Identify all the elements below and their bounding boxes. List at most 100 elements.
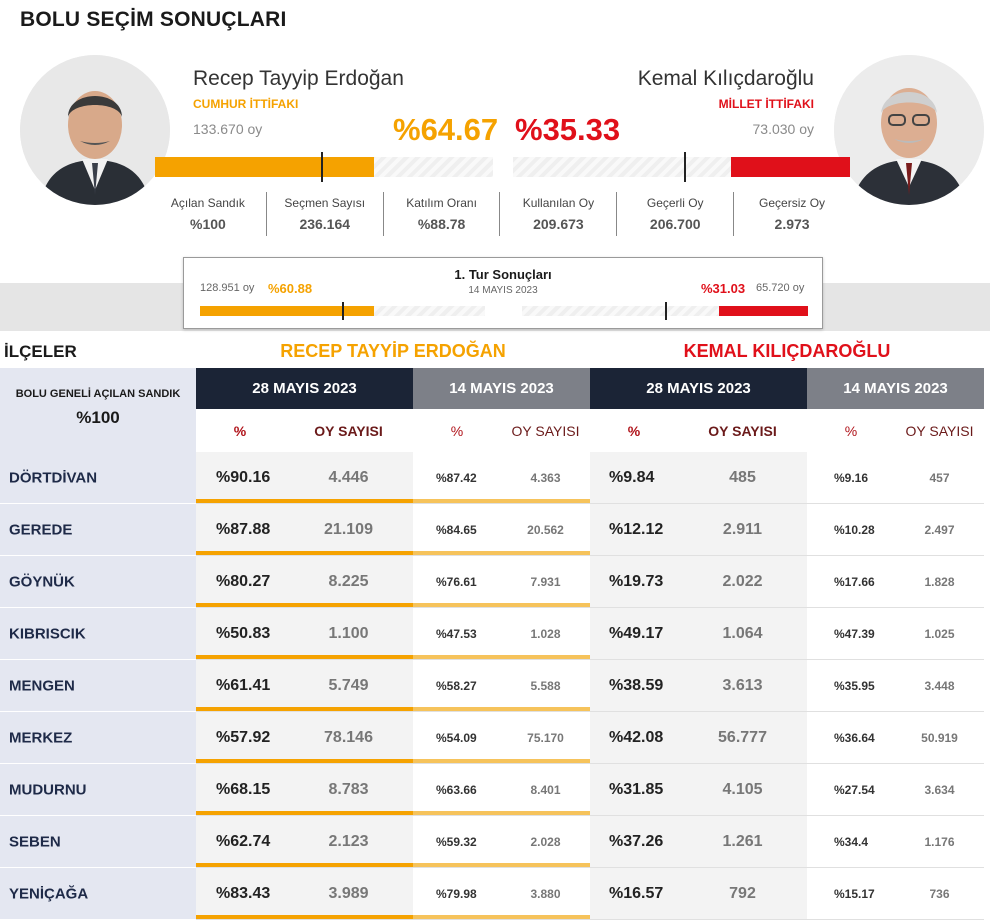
votes-value: 8.401	[530, 783, 561, 797]
region-value: %100	[76, 408, 120, 427]
right-first-round-cell: %17.66 1.828	[807, 556, 984, 608]
percent-value: %87.88	[216, 521, 271, 538]
right-first-round-cell: %35.95 3.448	[807, 660, 984, 712]
right-first-round-cell: %15.17 736	[807, 868, 984, 920]
first-round-right-percent: %31.03	[701, 281, 746, 296]
votes-value: 1.028	[530, 627, 561, 641]
candidate-right-name: Kemal Kılıçdaroğlu	[637, 67, 814, 90]
left-second-round-cell: %90.16 4.446	[196, 452, 413, 504]
percent-value: %19.73	[609, 573, 664, 590]
first-round-right-bar-fill	[719, 306, 808, 316]
left-first-round-cell: %76.61 7.931	[413, 556, 590, 608]
percent-value: %50.83	[216, 625, 271, 642]
table-row[interactable]: DÖRTDİVAN %90.16 4.446 %87.42 4.363 %9.8…	[0, 452, 984, 504]
row-divider	[196, 711, 984, 712]
right-second-round-cell: %49.17 1.064	[590, 608, 807, 660]
district-cell: YENİÇAĞA	[0, 868, 196, 920]
candidate-left-bar	[155, 152, 493, 182]
table-row[interactable]: MUDURNU %68.15 8.783 %63.66 8.401 %31.85…	[0, 764, 984, 816]
votes-value: 2.911	[722, 521, 763, 538]
leader-underline	[413, 655, 590, 660]
district-cell: GÖYNÜK	[0, 556, 196, 608]
district-cell: MENGEN	[0, 660, 196, 712]
percent-value: %59.32	[436, 835, 477, 849]
votes-value: 736	[929, 887, 950, 901]
stat-value: 209.673	[533, 216, 584, 232]
candidate-right-bar-fill	[730, 157, 850, 177]
candidate-left-name: Recep Tayyip Erdoğan	[193, 67, 404, 90]
table-row[interactable]: MERKEZ %57.92 78.146 %54.09 75.170 %42.0…	[0, 712, 984, 764]
person-portrait-icon	[834, 55, 984, 205]
votes-value: 1.064	[722, 625, 763, 642]
district-name: YENİÇAĞA	[9, 885, 89, 902]
left-first-round-cell: %59.32 2.028	[413, 816, 590, 868]
votes-value: 50.919	[921, 731, 958, 745]
candidate-left-percent: %64.67	[393, 112, 499, 147]
votes-value: 3.448	[924, 679, 955, 693]
leader-underline	[413, 759, 590, 764]
candidate-left-alliance: CUMHUR İTTİFAKI	[193, 97, 299, 111]
left-second-round-cell: %57.92 78.146	[196, 712, 413, 764]
first-round-left-percent: %60.88	[268, 281, 313, 296]
leader-underline	[413, 551, 590, 556]
leader-underline	[413, 863, 590, 868]
table-row[interactable]: SEBEN %62.74 2.123 %59.32 2.028 %37.26 1…	[0, 816, 984, 868]
votes-value: 1.828	[924, 575, 955, 589]
date-header-right-first-round: 14 MAYIS 2023	[807, 368, 984, 409]
stat-opened-ballot: Açılan Sandık %100	[150, 192, 266, 236]
percent-value: %58.27	[436, 679, 477, 693]
percent-value: %80.27	[216, 573, 271, 590]
date-header-left-second-round: 28 MAYIS 2023	[196, 368, 413, 409]
district-cell: GEREDE	[0, 504, 196, 556]
table-row[interactable]: YENİÇAĞA %83.43 3.989 %79.98 3.880 %16.5…	[0, 868, 984, 920]
left-first-round-cell: %79.98 3.880	[413, 868, 590, 920]
percent-value: %31.85	[609, 781, 664, 798]
percent-value: %79.98	[436, 887, 477, 901]
table-row[interactable]: MENGEN %61.41 5.749 %58.27 5.588 %38.59 …	[0, 660, 984, 712]
date-header-left-first-round: 14 MAYIS 2023	[413, 368, 590, 409]
table-row[interactable]: GÖYNÜK %80.27 8.225 %76.61 7.931 %19.73 …	[0, 556, 984, 608]
district-name: GÖYNÜK	[9, 573, 75, 590]
table-row[interactable]: KIBRISCIK %50.83 1.100 %47.53 1.028 %49.…	[0, 608, 984, 660]
leader-underline	[196, 811, 413, 816]
percent-value: %38.59	[609, 677, 664, 694]
first-round-card[interactable]: 1. Tur Sonuçları 14 MAYIS 2023 128.951 o…	[183, 257, 823, 329]
percent-value: %47.39	[834, 627, 875, 641]
right-first-round-cell: %27.54 3.634	[807, 764, 984, 816]
percent-value: %34.4	[834, 835, 869, 849]
right-second-round-cell: %37.26 1.261	[590, 816, 807, 868]
votes-value: 5.749	[328, 677, 369, 694]
subheader-left-first-round: % OY SAYISI	[413, 409, 590, 452]
table-row[interactable]: GEREDE %87.88 21.109 %84.65 20.562 %12.1…	[0, 504, 984, 556]
row-divider	[196, 555, 984, 556]
left-first-round-cell: %87.42 4.363	[413, 452, 590, 504]
subheader-right-second-round: % OY SAYISI	[590, 409, 807, 452]
stat-value: %100	[190, 216, 226, 232]
votes-value: 56.777	[718, 729, 767, 746]
right-second-round-cell: %16.57 792	[590, 868, 807, 920]
right-first-round-cell: %9.16 457	[807, 452, 984, 504]
candidate-left-votes: 133.670 oy	[193, 121, 263, 137]
districts-title: İLÇELER	[4, 342, 77, 361]
subheader-right-first-round: % OY SAYISI	[807, 409, 984, 452]
votes-value: 3.613	[722, 677, 763, 694]
percent-value: %63.66	[436, 783, 477, 797]
district-cell: MUDURNU	[0, 764, 196, 816]
percent-value: %27.54	[834, 783, 875, 797]
left-second-round-cell: %62.74 2.123	[196, 816, 413, 868]
stat-turnout: Katılım Oranı %88.78	[382, 192, 500, 236]
left-second-round-cell: %61.41 5.749	[196, 660, 413, 712]
first-round-date: 14 MAYIS 2023	[468, 285, 538, 296]
first-round-right-bar	[522, 302, 808, 320]
stat-value: %88.78	[417, 216, 466, 232]
percent-value: %87.42	[436, 471, 477, 485]
percent-value: %49.17	[609, 625, 664, 642]
stat-voter-count: Seçmen Sayısı 236.164	[265, 192, 383, 236]
votes-value: 1.261	[722, 833, 763, 850]
first-round-left-votes: 128.951 oy	[200, 282, 255, 294]
district-name: MUDURNU	[9, 781, 87, 798]
percent-value: %9.84	[609, 469, 655, 486]
leader-underline	[196, 655, 413, 660]
votes-value: 3.634	[924, 783, 955, 797]
votes-value: 2.022	[722, 573, 763, 590]
